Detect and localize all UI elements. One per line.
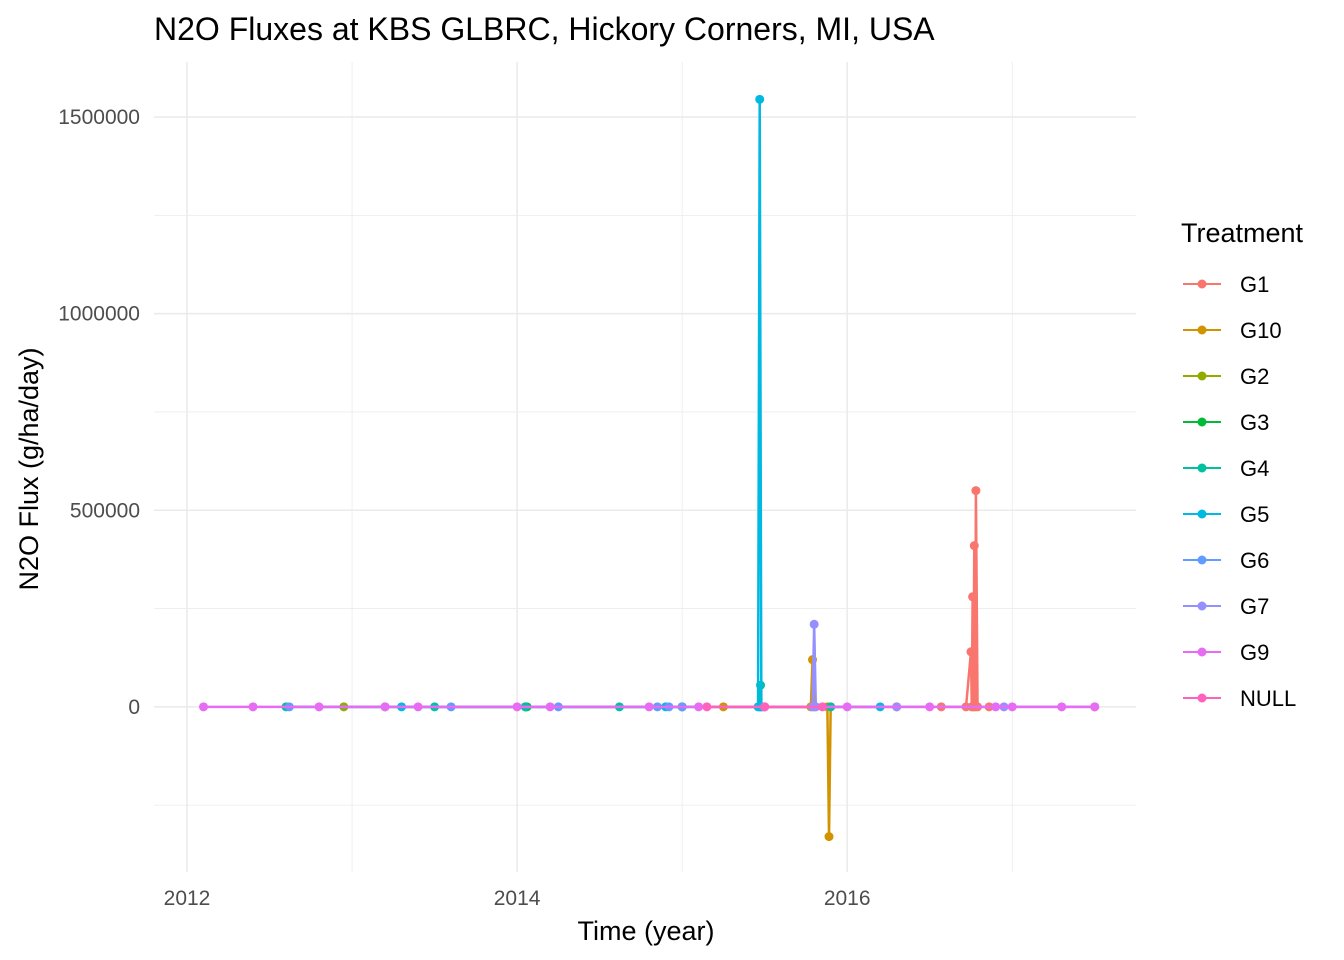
data-point (817, 702, 827, 712)
legend-item: G4 (1183, 456, 1269, 481)
legend-label: G4 (1240, 456, 1269, 481)
y-tick-label: 1500000 (58, 106, 140, 129)
legend-item: G2 (1183, 364, 1269, 389)
data-point (545, 702, 555, 712)
y-axis-title: N2O Flux (g/ha/day) (14, 347, 44, 590)
legend-key-point (1197, 555, 1207, 565)
data-point (824, 832, 834, 842)
data-point (1090, 702, 1100, 712)
data-point (248, 702, 258, 712)
y-tick-label: 0 (128, 696, 140, 719)
data-point (413, 702, 423, 712)
x-tick-label: 2014 (494, 887, 541, 910)
y-tick-label: 500000 (70, 499, 140, 522)
data-point (512, 702, 522, 712)
data-point (969, 541, 979, 551)
legend-key-point (1197, 693, 1207, 703)
data-point (702, 702, 712, 712)
plot-area (199, 94, 1100, 842)
data-point (199, 702, 209, 712)
legend-key-point (1197, 509, 1207, 519)
data-point (1007, 702, 1017, 712)
legend-item: G10 (1183, 318, 1282, 343)
legend-key-point (1197, 371, 1207, 381)
data-point (314, 702, 324, 712)
legend-label: G9 (1240, 640, 1269, 665)
legend-label: G3 (1240, 410, 1269, 435)
data-point (760, 702, 770, 712)
data-point (971, 486, 981, 496)
data-point (991, 702, 1001, 712)
data-point (809, 619, 819, 629)
legend-item: G6 (1183, 548, 1269, 573)
data-point (842, 702, 852, 712)
legend-label: G2 (1240, 364, 1269, 389)
series-null (702, 702, 827, 712)
data-point (694, 702, 704, 712)
data-point (966, 647, 976, 657)
y-tick-label: 1000000 (58, 303, 140, 326)
legend-key-point (1197, 647, 1207, 657)
legend-key-point (1197, 325, 1207, 335)
data-point (925, 702, 935, 712)
legend-label: G6 (1240, 548, 1269, 573)
legend-title: Treatment (1181, 218, 1304, 248)
legend-key-point (1197, 601, 1207, 611)
data-point (968, 592, 978, 602)
legend-item: G3 (1183, 410, 1269, 435)
data-point (380, 702, 390, 712)
x-tick-label: 2012 (164, 887, 211, 910)
legend-label: G7 (1240, 594, 1269, 619)
legend-key-point (1197, 463, 1207, 473)
legend: Treatment G1 G10 G2 G3 G4 G5 G6 G7 G9 NULL (1181, 218, 1304, 711)
legend-item: NULL (1183, 686, 1296, 711)
legend-label: G1 (1240, 272, 1269, 297)
legend-key-point (1197, 417, 1207, 427)
data-point (644, 702, 654, 712)
grid (154, 62, 1136, 872)
legend-label: NULL (1240, 686, 1296, 711)
legend-item: G1 (1183, 272, 1269, 297)
x-tick-label: 2016 (824, 887, 871, 910)
legend-key-point (1197, 279, 1207, 289)
axes: 2012 2014 2016 0 500000 1000000 1500000 (58, 106, 870, 910)
series-g9 (199, 702, 1100, 712)
legend-items: G1 G10 G2 G3 G4 G5 G6 G7 G9 NULL (1183, 272, 1296, 711)
legend-label: G10 (1240, 318, 1282, 343)
data-point (1057, 702, 1067, 712)
legend-item: G9 (1183, 640, 1269, 665)
legend-label: G5 (1240, 502, 1269, 527)
legend-item: G5 (1183, 502, 1269, 527)
x-axis-title: Time (year) (577, 916, 714, 946)
chart-title: N2O Fluxes at KBS GLBRC, Hickory Corners… (154, 11, 935, 47)
data-point (755, 94, 765, 104)
legend-item: G7 (1183, 594, 1269, 619)
